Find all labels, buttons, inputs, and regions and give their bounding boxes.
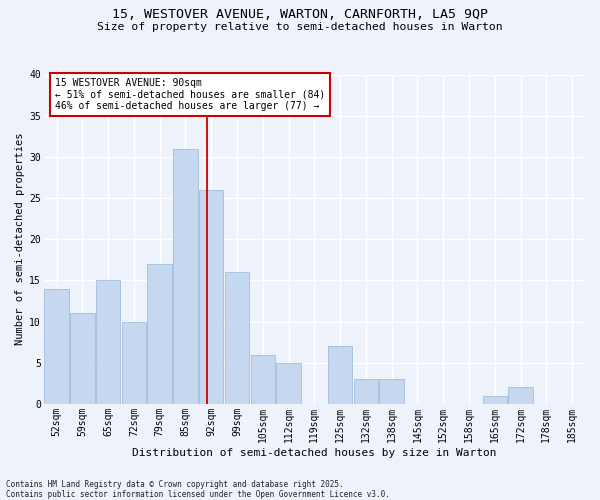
Bar [328, 346, 352, 404]
Bar [225, 272, 249, 404]
Bar [70, 314, 95, 404]
Bar [508, 388, 533, 404]
Text: Size of property relative to semi-detached houses in Warton: Size of property relative to semi-detach… [97, 22, 503, 32]
Bar [96, 280, 121, 404]
Bar [199, 190, 223, 404]
Y-axis label: Number of semi-detached properties: Number of semi-detached properties [15, 133, 25, 346]
Bar [482, 396, 507, 404]
Text: 15 WESTOVER AVENUE: 90sqm
← 51% of semi-detached houses are smaller (84)
46% of : 15 WESTOVER AVENUE: 90sqm ← 51% of semi-… [55, 78, 325, 111]
Bar [277, 362, 301, 404]
X-axis label: Distribution of semi-detached houses by size in Warton: Distribution of semi-detached houses by … [132, 448, 497, 458]
Text: 15, WESTOVER AVENUE, WARTON, CARNFORTH, LA5 9QP: 15, WESTOVER AVENUE, WARTON, CARNFORTH, … [112, 8, 488, 20]
Bar [122, 322, 146, 404]
Bar [379, 379, 404, 404]
Bar [353, 379, 378, 404]
Text: Contains HM Land Registry data © Crown copyright and database right 2025.
Contai: Contains HM Land Registry data © Crown c… [6, 480, 390, 499]
Bar [173, 148, 198, 404]
Bar [251, 354, 275, 404]
Bar [148, 264, 172, 404]
Bar [44, 288, 69, 404]
